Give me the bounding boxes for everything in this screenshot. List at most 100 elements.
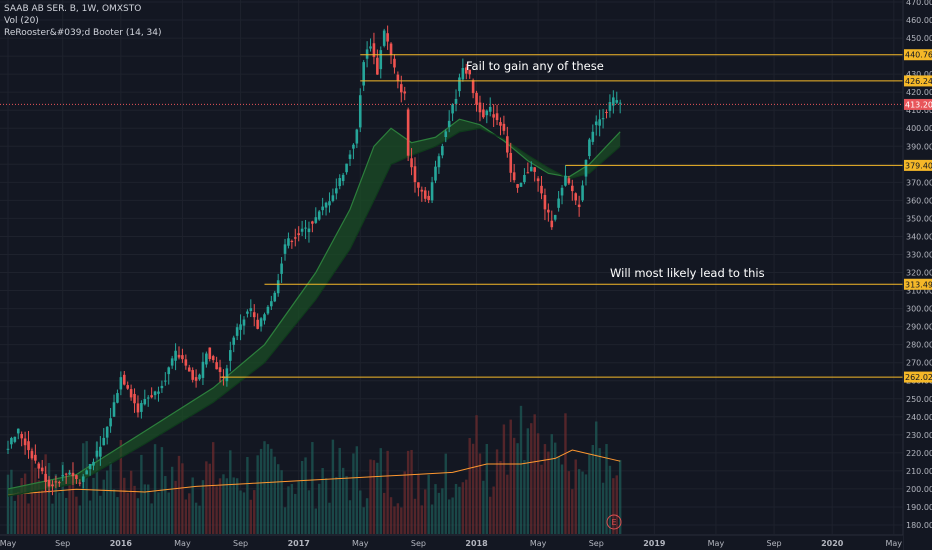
volume-indicator-title[interactable]: Vol (20) <box>4 16 39 26</box>
volume-ma <box>7 449 621 496</box>
candle-body <box>550 220 554 228</box>
candle-body <box>615 100 619 103</box>
candle-body <box>437 156 441 168</box>
volume-bar <box>256 455 259 534</box>
volume-bar <box>47 462 51 534</box>
candle-body <box>280 263 283 274</box>
candle-body <box>594 121 598 126</box>
candle-body <box>225 368 229 382</box>
candle-body <box>116 393 119 403</box>
volume-bar <box>82 443 85 534</box>
volume-bar <box>383 492 386 534</box>
volume-bar <box>386 450 389 534</box>
volume-bar <box>598 448 601 534</box>
candle-body <box>564 175 567 186</box>
candle-body <box>191 370 194 380</box>
volume-bar <box>530 423 533 534</box>
volume-bar <box>478 453 482 534</box>
volume-bar <box>283 507 287 534</box>
volume-bar <box>376 462 379 534</box>
volume-bar <box>413 498 417 534</box>
volume-bar <box>78 505 82 534</box>
level-price-tag[interactable] <box>904 159 932 171</box>
volume-bar <box>218 478 222 534</box>
time-tick-label: May <box>886 539 903 548</box>
level-price-tag[interactable] <box>904 49 932 61</box>
candle-body <box>574 193 578 201</box>
volume-bar <box>331 439 335 534</box>
volume-bar <box>444 453 447 534</box>
candle-body <box>526 172 530 174</box>
time-tick-label: Sep <box>233 539 248 548</box>
candle-body <box>150 395 153 398</box>
price-tick-label: 310.00 <box>906 287 932 296</box>
candle-body <box>51 484 54 487</box>
current-price-tag[interactable] <box>904 98 932 110</box>
candle-body <box>58 482 61 484</box>
time-tick-label: 2018 <box>465 539 488 548</box>
candle-body <box>40 467 44 472</box>
volume-bar <box>201 480 205 534</box>
volume-bar <box>157 492 160 534</box>
volume-bar <box>188 493 191 534</box>
candle-body <box>464 67 468 74</box>
candle-body <box>341 174 345 182</box>
volume-bar <box>495 449 499 534</box>
volume-bar <box>194 502 198 534</box>
price-tick-label: 240.00 <box>906 413 932 422</box>
level-price-tag[interactable] <box>904 278 932 290</box>
volume-bar <box>215 486 218 534</box>
earnings-marker[interactable]: E <box>606 514 622 530</box>
volume-bar <box>345 476 348 534</box>
volume-bar <box>393 506 396 534</box>
price-axis[interactable]: 180.00 190.00 200.00 210.00 220.00 230.00 240.… <box>902 0 932 550</box>
volume-bar <box>6 474 10 534</box>
volume-bar <box>536 433 540 534</box>
candle-body <box>109 418 112 427</box>
volume-bar <box>205 461 208 534</box>
candle-body <box>287 238 290 246</box>
candle-body <box>153 391 157 396</box>
time-tick-label: Sep <box>55 539 70 548</box>
candle-body <box>252 312 256 318</box>
volume-bar <box>554 442 557 534</box>
booter-indicator-title[interactable]: ReRooster&#039;d Booter (14, 34) <box>4 28 162 38</box>
volume-bar <box>396 503 400 534</box>
volume-bar <box>136 498 140 534</box>
candle-body <box>266 306 270 314</box>
symbol-title[interactable]: SAAB AB SER. B, 1W, OMXSTO <box>4 4 142 14</box>
candle-body <box>557 198 560 208</box>
candle-body <box>413 166 417 183</box>
volume-bar <box>601 482 605 534</box>
candle-body <box>386 33 389 42</box>
volume-bar <box>451 497 454 534</box>
level-price-tag[interactable] <box>904 75 932 87</box>
candle-body <box>331 195 335 202</box>
earnings-icon[interactable] <box>606 514 622 530</box>
volume-bar <box>434 484 437 534</box>
candle-body <box>420 189 424 192</box>
candle-body <box>215 362 218 370</box>
level-price-tag[interactable] <box>904 371 932 383</box>
volume-bar <box>37 480 40 534</box>
candle-body <box>81 476 85 483</box>
candle-body <box>92 461 95 466</box>
volume-bar <box>324 478 328 534</box>
time-axis[interactable]: May Sep 2016 May Sep 2017 May Sep 2018 May Sep 2019… <box>0 534 903 550</box>
price-tick-label: 230.00 <box>906 431 932 440</box>
candle-body <box>369 46 372 49</box>
volume-bar <box>150 503 153 534</box>
candle-body <box>201 361 205 378</box>
candle-body <box>235 327 239 336</box>
candle-body <box>601 118 605 120</box>
volume-bar <box>174 480 177 534</box>
horizontal-levels[interactable] <box>0 54 903 378</box>
volume-bar <box>475 415 478 534</box>
candle-body <box>328 201 331 206</box>
time-tick-label: May <box>352 539 369 548</box>
volume-bar <box>140 454 143 534</box>
candle-body <box>119 377 123 390</box>
candle-body <box>581 185 584 201</box>
price-tick-label: 320.00 <box>906 269 932 278</box>
